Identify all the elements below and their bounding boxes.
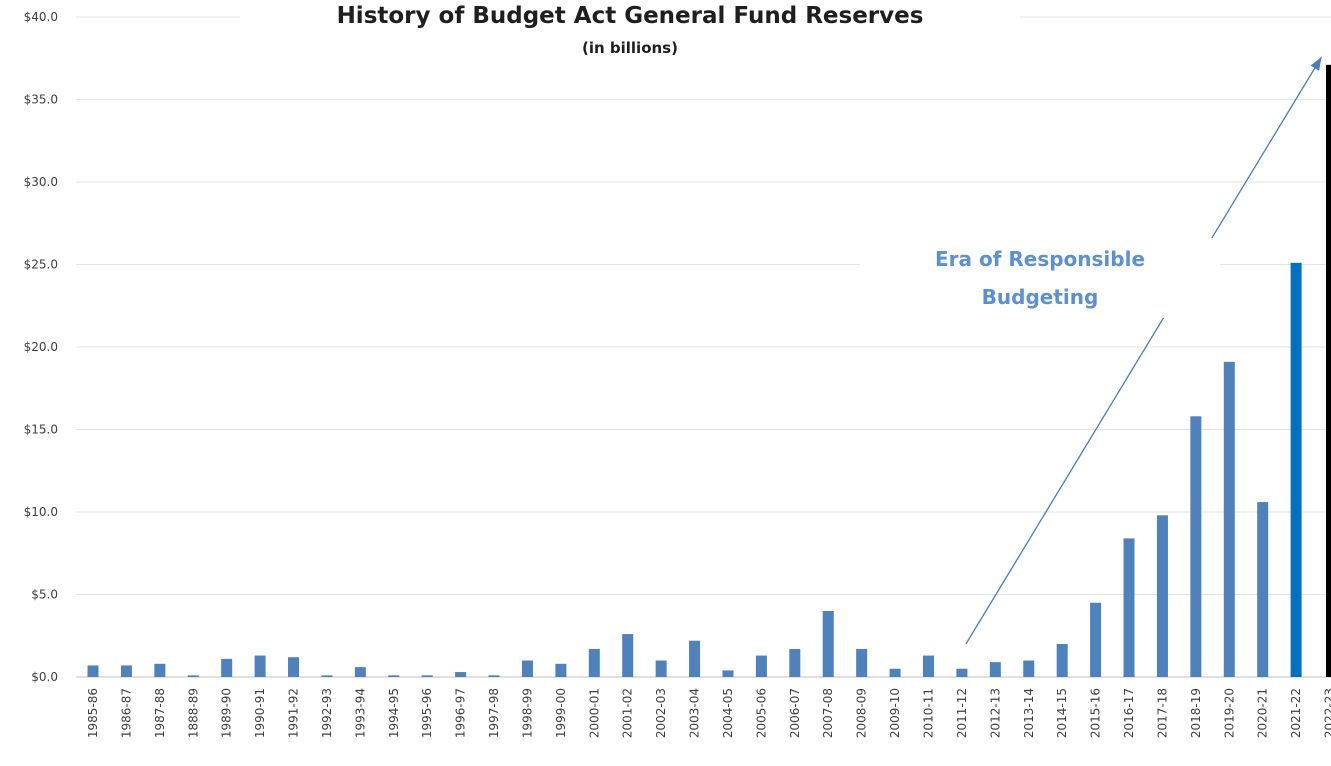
bar (87, 665, 99, 677)
bar (120, 665, 132, 677)
y-tick-label: $40.0 (24, 10, 58, 24)
x-tick-label: 2016-17 (1122, 688, 1136, 738)
bar (555, 663, 567, 677)
bar (1190, 416, 1202, 677)
x-tick-label: 1996-97 (454, 688, 468, 738)
x-tick-label: 1888-89 (186, 688, 200, 738)
bar (421, 675, 433, 677)
x-tick-label: 2015-16 (1089, 688, 1103, 738)
x-tick-label: 1995-96 (420, 688, 434, 738)
bar (989, 662, 1001, 677)
x-tick-label: 2021-22 (1289, 688, 1303, 738)
bar (1223, 361, 1235, 677)
bar (755, 655, 767, 677)
bar (889, 668, 901, 677)
era-annotation-line-2: Budgeting (981, 285, 1099, 309)
bar (822, 611, 834, 677)
bar (622, 634, 634, 677)
x-tick-label: 2018-19 (1189, 688, 1203, 738)
bar (689, 640, 701, 677)
x-tick-label: 2010-11 (922, 688, 936, 738)
bar (521, 660, 533, 677)
bar (321, 675, 333, 677)
bar (789, 648, 801, 677)
chart-subtitle: (in billions) (582, 39, 678, 57)
x-tick-label: 1991-92 (287, 688, 301, 738)
y-tick-label: $15.0 (24, 423, 58, 437)
bar (388, 675, 400, 677)
x-tick-label: 2019-20 (1222, 688, 1236, 738)
y-tick-label: $25.0 (24, 258, 58, 272)
bar (588, 648, 600, 677)
x-tick-label: 2007-08 (821, 688, 835, 738)
bar (856, 648, 868, 677)
x-tick-label: 1985-86 (86, 688, 100, 738)
bar (221, 658, 233, 677)
y-tick-label: $20.0 (24, 340, 58, 354)
bar (354, 667, 366, 677)
x-tick-label: 2002-03 (654, 688, 668, 738)
chart-title: History of Budget Act General Fund Reser… (336, 3, 924, 29)
bar (1290, 262, 1302, 677)
x-tick-label: 2012-13 (988, 688, 1002, 738)
bar (923, 655, 934, 677)
bar (722, 670, 734, 677)
x-tick-label: 2006-07 (788, 688, 802, 738)
annotation-arrowhead (1310, 57, 1322, 71)
bar (1326, 64, 1331, 678)
annotation-arrow (965, 56, 1323, 645)
x-tick-label: 1992-93 (320, 688, 334, 738)
x-tick-label: 1998-99 (520, 688, 534, 738)
era-annotation: Era of Responsible Budgeting (860, 238, 1220, 318)
x-tick-label: 1987-88 (153, 688, 167, 738)
x-tick-label: 2004-05 (721, 688, 735, 738)
bar (1123, 538, 1135, 677)
bar (288, 657, 300, 677)
y-tick-label: $5.0 (31, 588, 58, 602)
x-tick-label: 2022-23 (1323, 688, 1331, 738)
x-tick-label: 2000-01 (587, 688, 601, 738)
bar (254, 655, 266, 677)
x-tick-label: 2009-10 (888, 688, 902, 738)
x-tick-label: 2008-09 (855, 688, 869, 738)
y-tick-label: $35.0 (24, 93, 58, 107)
title-block: History of Budget Act General Fund Reser… (240, 0, 1020, 58)
x-tick-label: 1997-98 (487, 688, 501, 738)
bar (956, 668, 968, 677)
y-tick-label: $30.0 (24, 175, 58, 189)
x-tick-label: 1986-87 (119, 688, 133, 738)
bar (1257, 502, 1269, 677)
bar (1023, 660, 1035, 677)
x-tick-label: 2014-15 (1055, 688, 1069, 738)
x-tick-label: 1994-95 (387, 688, 401, 738)
x-tick-label: 2001-02 (621, 688, 635, 738)
bar (187, 675, 199, 677)
x-tick-label: 1990-91 (253, 688, 267, 738)
era-annotation-line-1: Era of Responsible (934, 247, 1146, 271)
bar (655, 660, 667, 677)
x-tick-label: 1993-94 (353, 688, 367, 738)
x-tick-label: 2003-04 (688, 688, 702, 738)
x-tick-label: 2013-14 (1022, 688, 1036, 738)
x-tick-label: 1989-90 (220, 688, 234, 738)
x-tick-label: 2020-21 (1256, 688, 1270, 738)
bar (488, 675, 500, 677)
x-tick-label: 2011-12 (955, 688, 969, 738)
x-tick-label: 1999-00 (554, 688, 568, 738)
x-tick-label: 2005-06 (754, 688, 768, 738)
bar (1156, 515, 1168, 677)
bar (1090, 602, 1102, 677)
bar (154, 663, 166, 677)
y-tick-label: $10.0 (24, 505, 58, 519)
bar (1056, 644, 1068, 677)
y-tick-label: $0.0 (31, 670, 58, 684)
bar (455, 672, 467, 677)
x-tick-label: 2017-18 (1155, 688, 1169, 738)
